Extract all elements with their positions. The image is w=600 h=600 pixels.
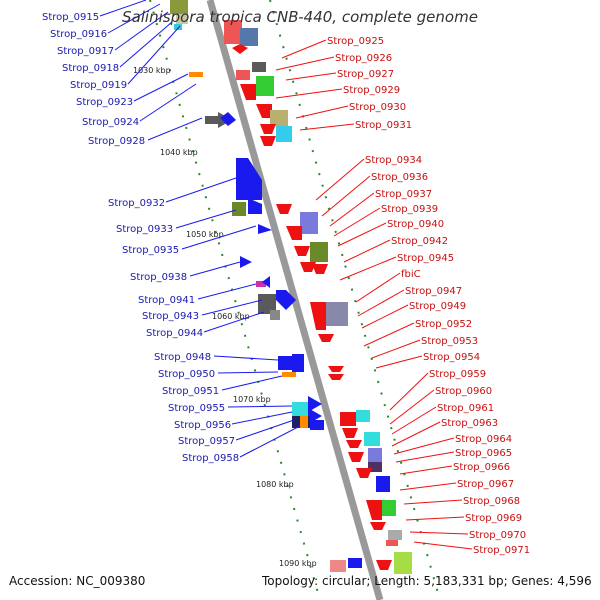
gene-label-right: fbiC bbox=[401, 269, 421, 280]
gene-label-right: Strop_0936 bbox=[371, 172, 428, 183]
gene-label-right: Strop_0927 bbox=[337, 69, 394, 80]
gene-label-left: Strop_0917 bbox=[57, 46, 114, 57]
gene-label-right: Strop_0964 bbox=[455, 434, 512, 445]
right-label-group: Strop_0925 Strop_0926 Strop_0927 Strop_0… bbox=[275, 36, 530, 556]
gene-label-right: Strop_0931 bbox=[355, 120, 412, 131]
scale-label: 1070 kbp bbox=[233, 395, 271, 404]
genome-summary-text: Topology: circular; Length: 5,183,331 bp… bbox=[262, 574, 592, 588]
gene-label-right: Strop_0930 bbox=[349, 102, 406, 113]
gene-label-left: Strop_0943 bbox=[142, 311, 199, 322]
gene-label-right: Strop_0952 bbox=[415, 319, 472, 330]
scale-label: 1060 kbp bbox=[212, 312, 250, 321]
scale-label: 1090 kbp bbox=[279, 559, 317, 568]
gene-label-left: Strop_0918 bbox=[62, 63, 119, 74]
gene-label-left: Strop_0955 bbox=[168, 403, 225, 414]
gene-label-left: Strop_0928 bbox=[88, 136, 145, 147]
gene-label-right: Strop_0940 bbox=[387, 219, 444, 230]
gene-label-right: Strop_0959 bbox=[429, 369, 486, 380]
gene-label-right: Strop_0965 bbox=[455, 448, 512, 459]
gene-label-left: Strop_0944 bbox=[146, 328, 203, 339]
gene-label-left: Strop_0941 bbox=[138, 295, 195, 306]
gene-label-left: Strop_0916 bbox=[50, 29, 107, 40]
gene-label-right: Strop_0954 bbox=[423, 352, 480, 363]
gene-label-left: Strop_0919 bbox=[70, 80, 127, 91]
gene-label-right: Strop_0937 bbox=[375, 189, 432, 200]
scale-labels: 1030 kbp 1040 kbp 1050 kbp 1060 kbp 1070… bbox=[133, 66, 317, 568]
gene-label-right: Strop_0969 bbox=[465, 513, 522, 524]
map-title: Salinispora tropica CNB-440, complete ge… bbox=[122, 8, 478, 26]
gene-label-right: Strop_0947 bbox=[405, 286, 462, 297]
gene-label-right: Strop_0960 bbox=[435, 386, 492, 397]
gene-label-left: Strop_0948 bbox=[154, 352, 211, 363]
gene-label-right: Strop_0929 bbox=[343, 85, 400, 96]
gene-label-left: Strop_0933 bbox=[116, 224, 173, 235]
gene-label-left: Strop_0951 bbox=[162, 386, 219, 397]
left-label-group: Strop_0915 Strop_0916 Strop_0917 Strop_0… bbox=[42, 0, 301, 464]
gene-label-right: Strop_0926 bbox=[335, 53, 392, 64]
scale-label: 1050 kbp bbox=[186, 230, 224, 239]
gene-label-right: Strop_0971 bbox=[473, 545, 530, 556]
gene-label-left: Strop_0956 bbox=[174, 420, 231, 431]
gene-label-right: Strop_0953 bbox=[421, 336, 478, 347]
gene-label-left: Strop_0924 bbox=[82, 117, 139, 128]
gene-label-right: Strop_0942 bbox=[391, 236, 448, 247]
gene-label-left: Strop_0950 bbox=[158, 369, 215, 380]
gene-label-right: Strop_0963 bbox=[441, 418, 498, 429]
gene-label-left: Strop_0957 bbox=[178, 436, 235, 447]
scale-label: 1030 kbp bbox=[133, 66, 171, 75]
gene-label-left: Strop_0935 bbox=[122, 245, 179, 256]
forward-genes bbox=[170, 0, 362, 568]
gene-label-right: Strop_0970 bbox=[469, 530, 526, 541]
gene-label-left: Strop_0932 bbox=[108, 198, 165, 209]
accession-text: Accession: NC_009380 bbox=[9, 574, 146, 588]
gene-label-right: Strop_0925 bbox=[327, 36, 384, 47]
gene-label-right: Strop_0966 bbox=[453, 462, 510, 473]
gene-label-right: Strop_0961 bbox=[437, 403, 494, 414]
gene-label-left: Strop_0938 bbox=[130, 272, 187, 283]
scale-label: 1040 kbp bbox=[160, 148, 198, 157]
gene-label-left: Strop_0958 bbox=[182, 453, 239, 464]
gene-label-right: Strop_0967 bbox=[457, 479, 514, 490]
gene-label-right: Strop_0949 bbox=[409, 301, 466, 312]
gene-label-right: Strop_0934 bbox=[365, 155, 422, 166]
gene-label-right: Strop_0968 bbox=[463, 496, 520, 507]
gene-label-left: Strop_0923 bbox=[76, 97, 133, 108]
gene-label-left: Strop_0915 bbox=[42, 12, 99, 23]
reverse-genes bbox=[224, 20, 412, 574]
gene-label-right: Strop_0945 bbox=[397, 253, 454, 264]
gene-label-right: Strop_0939 bbox=[381, 204, 438, 215]
scale-label: 1080 kbp bbox=[256, 480, 294, 489]
